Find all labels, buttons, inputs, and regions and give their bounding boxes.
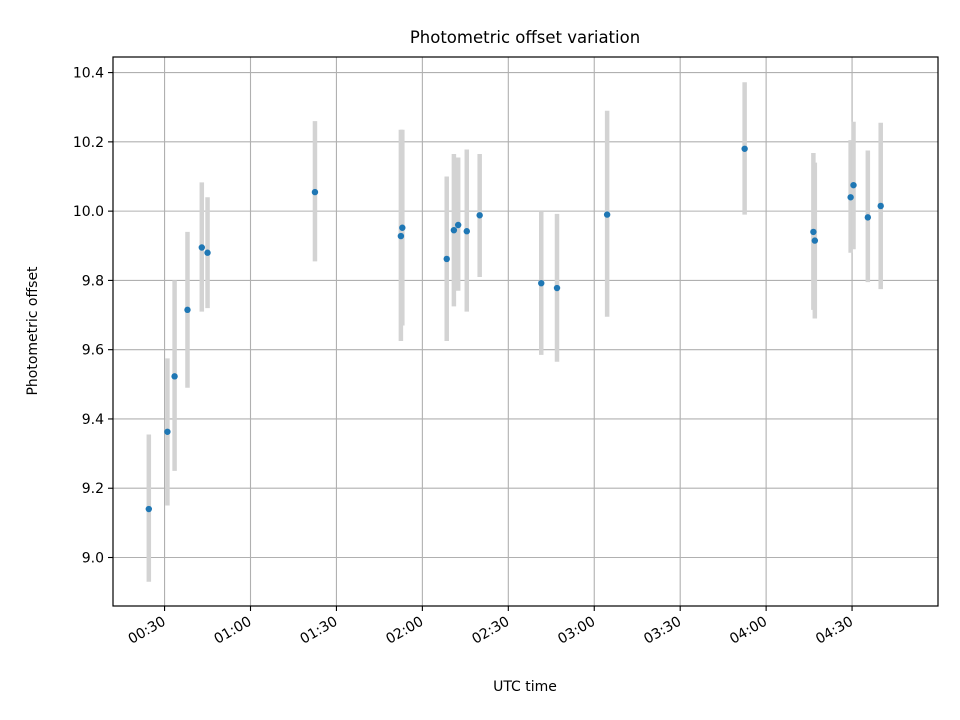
- data-point: [877, 202, 884, 210]
- data-point: [397, 232, 405, 240]
- y-tick-label: 9.6: [82, 343, 104, 359]
- x-axis-label: UTC time: [493, 679, 557, 695]
- y-tick-label: 9.2: [82, 481, 104, 497]
- data-point: [164, 428, 171, 435]
- data-point: [204, 249, 211, 256]
- data-point: [538, 279, 545, 287]
- data-point: [443, 255, 450, 263]
- data-point: [184, 306, 191, 314]
- data-point: [741, 145, 748, 152]
- data-point: [811, 237, 819, 244]
- y-tick-label: 10.2: [73, 135, 104, 151]
- data-point: [463, 228, 470, 235]
- data-points: [145, 145, 884, 513]
- data-point: [850, 181, 857, 189]
- y-tick-label: 10.4: [73, 66, 104, 82]
- data-point: [399, 224, 406, 231]
- data-point: [810, 228, 817, 236]
- data-point: [603, 211, 611, 218]
- y-tick-label: 9.8: [82, 273, 104, 289]
- data-point: [476, 212, 483, 219]
- data-point: [198, 244, 206, 251]
- data-point: [864, 214, 872, 221]
- data-point: [311, 188, 319, 196]
- plot-frame: [112, 56, 939, 607]
- grid-lines: [113, 57, 938, 606]
- y-axis-label: Photometric offset: [25, 266, 41, 396]
- data-point: [553, 284, 561, 292]
- y-tick-label: 10.0: [73, 204, 104, 220]
- y-tick-label: 9.4: [82, 412, 104, 428]
- y-tick-label: 9.0: [82, 551, 104, 567]
- data-point: [171, 373, 178, 380]
- data-point: [450, 226, 458, 234]
- data-point: [847, 194, 854, 201]
- chart-title: Photometric offset variation: [410, 28, 640, 47]
- data-point: [454, 221, 462, 229]
- data-point: [145, 505, 153, 513]
